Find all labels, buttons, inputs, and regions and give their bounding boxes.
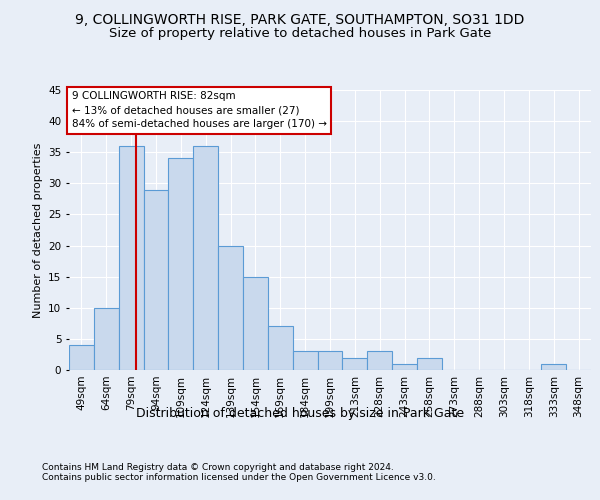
Bar <box>268 326 293 370</box>
Bar <box>218 246 243 370</box>
Text: Contains HM Land Registry data © Crown copyright and database right 2024.: Contains HM Land Registry data © Crown c… <box>42 462 394 471</box>
Bar <box>193 146 218 370</box>
Bar <box>94 308 119 370</box>
Bar <box>69 345 94 370</box>
Bar <box>367 352 392 370</box>
Y-axis label: Number of detached properties: Number of detached properties <box>32 142 43 318</box>
Bar <box>169 158 193 370</box>
Bar <box>392 364 417 370</box>
Bar <box>143 190 169 370</box>
Text: Contains public sector information licensed under the Open Government Licence v3: Contains public sector information licen… <box>42 472 436 482</box>
Bar <box>317 352 343 370</box>
Text: 9, COLLINGWORTH RISE, PARK GATE, SOUTHAMPTON, SO31 1DD: 9, COLLINGWORTH RISE, PARK GATE, SOUTHAM… <box>76 12 524 26</box>
Text: Size of property relative to detached houses in Park Gate: Size of property relative to detached ho… <box>109 28 491 40</box>
Bar <box>119 146 143 370</box>
Bar <box>343 358 367 370</box>
Bar <box>417 358 442 370</box>
Bar <box>541 364 566 370</box>
Bar <box>243 276 268 370</box>
Bar <box>293 352 317 370</box>
Text: 9 COLLINGWORTH RISE: 82sqm
← 13% of detached houses are smaller (27)
84% of semi: 9 COLLINGWORTH RISE: 82sqm ← 13% of deta… <box>71 92 326 130</box>
Text: Distribution of detached houses by size in Park Gate: Distribution of detached houses by size … <box>136 408 464 420</box>
